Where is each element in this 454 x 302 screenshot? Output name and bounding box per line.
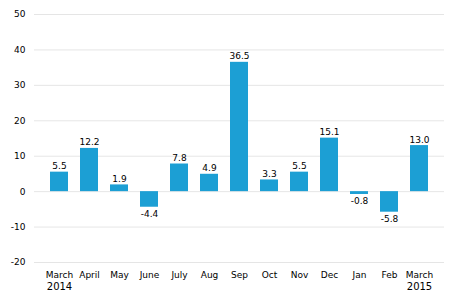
svg-text:-0.8: -0.8: [351, 196, 369, 206]
svg-text:Sep: Sep: [231, 270, 248, 280]
svg-text:3.3: 3.3: [262, 169, 276, 179]
svg-text:Oct: Oct: [262, 270, 278, 280]
svg-text:7.8: 7.8: [172, 153, 187, 163]
svg-text:40: 40: [14, 45, 26, 55]
svg-text:April: April: [79, 270, 100, 280]
svg-text:March: March: [46, 270, 73, 280]
svg-text:Aug: Aug: [201, 270, 219, 280]
svg-text:Dec: Dec: [321, 270, 338, 280]
svg-text:30: 30: [14, 80, 26, 90]
svg-text:-4.4: -4.4: [141, 209, 159, 219]
svg-text:5.5: 5.5: [52, 161, 66, 171]
svg-text:13.0: 13.0: [409, 135, 429, 145]
svg-text:4.9: 4.9: [202, 163, 217, 173]
svg-text:10: 10: [14, 151, 26, 161]
svg-text:-20: -20: [11, 257, 26, 267]
svg-text:2014: 2014: [47, 281, 72, 292]
svg-text:15.1: 15.1: [319, 127, 339, 137]
svg-text:Jan: Jan: [352, 270, 367, 280]
svg-text:May: May: [110, 270, 129, 280]
svg-text:Nov: Nov: [291, 270, 309, 280]
svg-text:20: 20: [14, 116, 26, 126]
svg-text:1.9: 1.9: [112, 174, 127, 184]
svg-text:June: June: [139, 270, 160, 280]
svg-text:Feb: Feb: [382, 270, 398, 280]
svg-text:March: March: [406, 270, 433, 280]
svg-text:-5.8: -5.8: [381, 214, 399, 224]
svg-text:36.5: 36.5: [229, 51, 249, 61]
svg-text:50: 50: [14, 9, 26, 19]
svg-text:2015: 2015: [407, 281, 432, 292]
svg-text:0: 0: [20, 187, 26, 197]
svg-text:5.5: 5.5: [292, 161, 306, 171]
svg-text:12.2: 12.2: [79, 137, 99, 147]
svg-text:-10: -10: [11, 222, 26, 232]
svg-text:July: July: [170, 270, 188, 280]
